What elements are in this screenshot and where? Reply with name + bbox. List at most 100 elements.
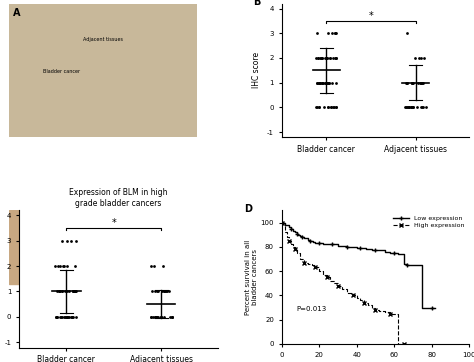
Point	[63, 237, 71, 243]
Point	[326, 55, 334, 61]
Point	[59, 237, 66, 243]
Text: *: *	[369, 11, 374, 21]
Point	[321, 55, 329, 61]
Point	[409, 80, 416, 85]
Point	[70, 289, 77, 294]
Point	[320, 105, 328, 110]
Point	[71, 289, 79, 294]
Point	[322, 55, 330, 61]
Point	[53, 314, 61, 320]
Point	[331, 30, 338, 36]
Point	[404, 105, 412, 110]
Point	[321, 80, 328, 85]
Point	[52, 314, 59, 320]
Point	[409, 105, 416, 110]
Point	[323, 55, 330, 61]
Point	[405, 105, 413, 110]
Legend: Low expression, High expression: Low expression, High expression	[391, 214, 466, 230]
Point	[69, 314, 76, 320]
Point	[157, 314, 165, 320]
Point	[147, 314, 155, 320]
Point	[153, 289, 161, 294]
Point	[316, 80, 324, 85]
Text: Adjacent tissues: Adjacent tissues	[83, 37, 123, 42]
Point	[168, 314, 176, 320]
Point	[157, 314, 165, 320]
Point	[325, 105, 332, 110]
Point	[407, 105, 415, 110]
Point	[52, 314, 60, 320]
Point	[312, 55, 320, 61]
Point	[410, 105, 417, 110]
Point	[325, 30, 332, 36]
Point	[168, 314, 176, 320]
Point	[160, 314, 167, 320]
Title: Expression of BLM in all
bladder cancers: Expression of BLM in all bladder cancers	[330, 0, 421, 1]
Point	[159, 263, 167, 269]
Point	[54, 314, 61, 320]
Point	[407, 105, 415, 110]
Point	[323, 55, 331, 61]
Point	[403, 80, 411, 85]
Point	[152, 314, 159, 320]
Point	[71, 263, 78, 269]
Point	[161, 289, 169, 294]
Point	[314, 30, 321, 36]
Point	[419, 105, 426, 110]
Point	[327, 55, 334, 61]
Point	[314, 55, 321, 61]
Point	[155, 289, 162, 294]
Title: Expression of BLM in high
grade bladder cancers: Expression of BLM in high grade bladder …	[69, 188, 168, 208]
Point	[408, 80, 416, 85]
Point	[63, 263, 71, 269]
Point	[56, 263, 64, 269]
Point	[160, 289, 168, 294]
Point	[70, 289, 77, 294]
Point	[315, 105, 323, 110]
Y-axis label: Percent survival in all
bladder cancers: Percent survival in all bladder cancers	[245, 240, 258, 315]
Point	[58, 289, 65, 294]
Point	[319, 55, 326, 61]
Point	[419, 80, 426, 85]
Point	[332, 30, 339, 36]
Point	[331, 55, 339, 61]
Point	[313, 105, 320, 110]
Point	[58, 289, 66, 294]
Point	[63, 314, 70, 320]
Point	[319, 80, 327, 85]
Point	[163, 289, 170, 294]
Point	[403, 80, 410, 85]
Point	[149, 314, 157, 320]
Point	[152, 314, 159, 320]
Point	[328, 30, 336, 36]
Point	[151, 314, 159, 320]
Point	[317, 55, 325, 61]
Point	[51, 263, 59, 269]
Text: Bladder cancer: Bladder cancer	[43, 69, 81, 74]
Point	[153, 314, 160, 320]
Point	[66, 314, 73, 320]
Point	[417, 80, 424, 85]
Point	[151, 289, 159, 294]
Point	[315, 105, 323, 110]
Point	[72, 289, 79, 294]
Point	[316, 80, 323, 85]
Point	[314, 55, 322, 61]
Point	[54, 289, 61, 294]
Point	[401, 105, 409, 110]
Point	[72, 289, 79, 294]
Point	[70, 289, 77, 294]
Point	[420, 55, 428, 61]
Point	[316, 55, 323, 61]
Point	[153, 314, 160, 320]
Point	[323, 80, 330, 85]
Point	[150, 263, 158, 269]
Point	[408, 80, 416, 85]
Point	[416, 80, 424, 85]
Text: B: B	[254, 0, 261, 7]
Point	[325, 105, 332, 110]
Point	[415, 55, 422, 61]
Point	[331, 30, 339, 36]
Point	[328, 105, 335, 110]
Point	[167, 314, 174, 320]
